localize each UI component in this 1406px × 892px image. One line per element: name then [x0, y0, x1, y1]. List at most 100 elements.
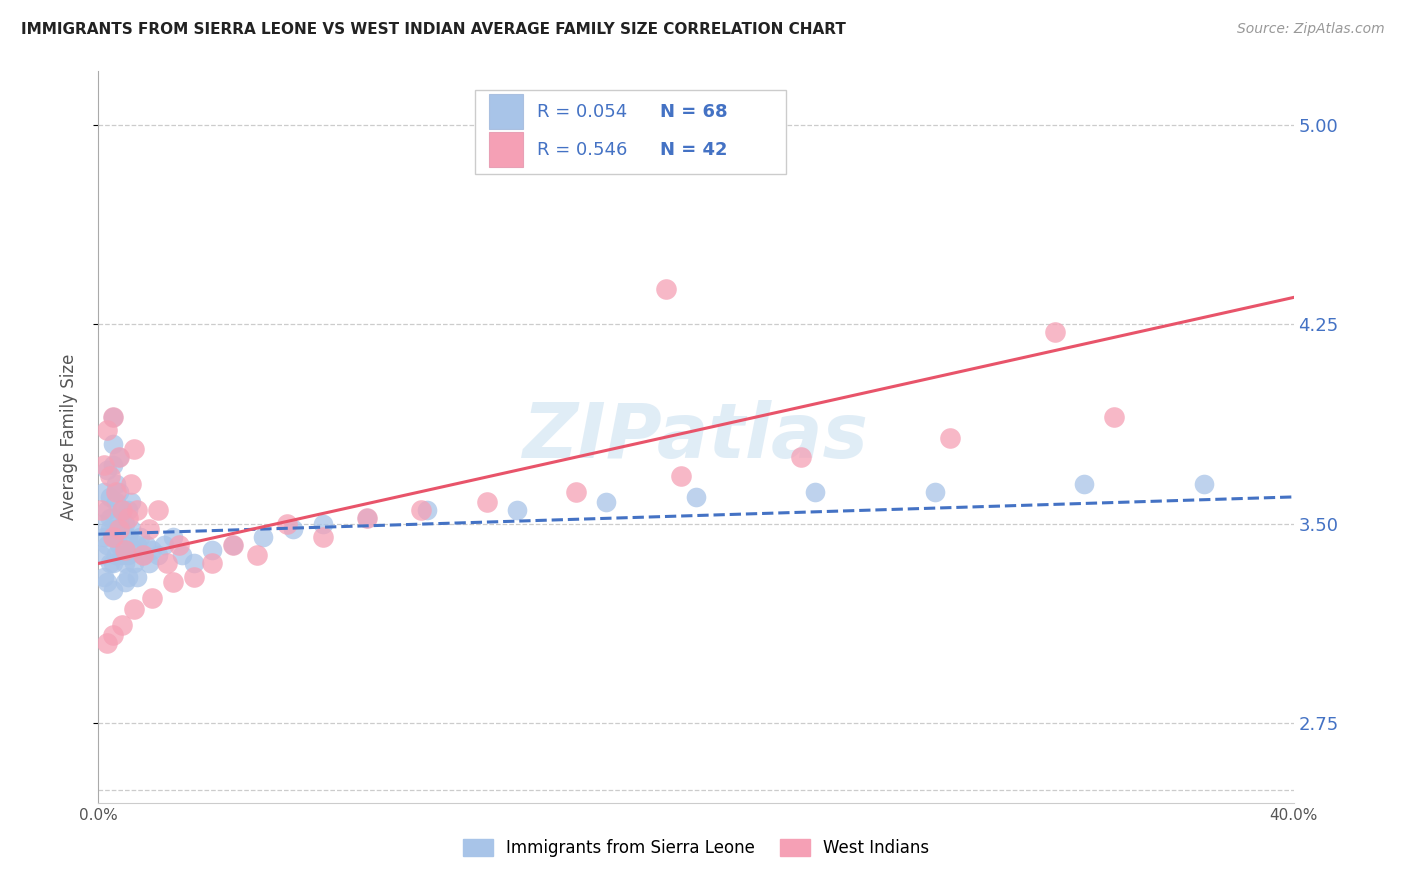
Point: [103, 458, 125, 472]
Point: [105, 484, 128, 499]
Point: [117, 511, 139, 525]
Point: [132, 549, 155, 563]
Point: [120, 522, 142, 536]
Point: [96, 424, 118, 438]
Point: [117, 503, 139, 517]
Point: [98, 511, 122, 525]
Point: [281, 522, 304, 536]
Point: [669, 468, 692, 483]
Point: [111, 549, 134, 563]
Point: [108, 484, 131, 499]
Text: R = 0.546: R = 0.546: [537, 141, 627, 159]
Point: [183, 557, 205, 571]
Point: [98, 490, 122, 504]
Point: [148, 503, 170, 517]
Point: [201, 557, 224, 571]
Point: [162, 575, 184, 590]
Point: [93, 570, 115, 584]
Point: [1104, 410, 1126, 425]
Point: [356, 511, 378, 525]
Point: [96, 636, 118, 650]
Point: [111, 503, 134, 517]
Point: [103, 582, 125, 597]
Point: [103, 410, 125, 425]
Point: [172, 549, 194, 563]
Point: [93, 484, 115, 499]
Point: [685, 490, 707, 504]
Point: [96, 503, 118, 517]
Point: [90, 503, 112, 517]
Point: [127, 538, 149, 552]
Point: [124, 601, 146, 615]
Point: [117, 549, 139, 563]
Point: [411, 503, 433, 517]
Point: [108, 511, 131, 525]
Point: [183, 570, 205, 584]
Point: [103, 530, 125, 544]
Point: [1043, 325, 1066, 339]
Point: [103, 530, 125, 544]
Point: [98, 468, 122, 483]
Point: [153, 538, 176, 552]
Point: [114, 557, 136, 571]
Point: [138, 557, 160, 571]
Point: [162, 530, 184, 544]
Point: [1192, 476, 1215, 491]
Point: [90, 549, 112, 563]
Point: [111, 522, 134, 536]
Point: [98, 557, 122, 571]
Text: ZIPatlas: ZIPatlas: [523, 401, 869, 474]
Text: N = 42: N = 42: [661, 141, 728, 159]
Point: [276, 516, 298, 531]
Point: [114, 543, 136, 558]
Point: [117, 570, 139, 584]
Point: [114, 538, 136, 552]
Point: [924, 484, 946, 499]
Point: [96, 575, 118, 590]
Point: [222, 538, 245, 552]
Bar: [489, 132, 523, 167]
Point: [103, 436, 125, 450]
Point: [655, 283, 678, 297]
Point: [804, 484, 827, 499]
FancyBboxPatch shape: [475, 90, 786, 174]
Point: [90, 516, 112, 531]
Point: [105, 495, 128, 509]
Point: [127, 570, 149, 584]
Point: [111, 617, 134, 632]
Point: [416, 503, 439, 517]
Point: [356, 511, 378, 525]
Text: IMMIGRANTS FROM SIERRA LEONE VS WEST INDIAN AVERAGE FAMILY SIZE CORRELATION CHAR: IMMIGRANTS FROM SIERRA LEONE VS WEST IND…: [21, 22, 846, 37]
Point: [222, 538, 245, 552]
Y-axis label: Average Family Size: Average Family Size: [59, 354, 77, 520]
Point: [124, 557, 146, 571]
Point: [93, 458, 115, 472]
Point: [595, 495, 617, 509]
Point: [105, 476, 128, 491]
Point: [93, 530, 115, 544]
Point: [167, 538, 190, 552]
Text: Source: ZipAtlas.com: Source: ZipAtlas.com: [1237, 22, 1385, 37]
Point: [939, 431, 962, 445]
Point: [108, 538, 131, 552]
Point: [127, 503, 149, 517]
Point: [124, 543, 146, 558]
Point: [124, 442, 146, 456]
Point: [311, 516, 333, 531]
Point: [96, 463, 118, 477]
Point: [105, 549, 128, 563]
Point: [1073, 476, 1095, 491]
Text: N = 68: N = 68: [661, 103, 728, 120]
Point: [201, 543, 224, 558]
Point: [135, 538, 157, 552]
Point: [475, 495, 498, 509]
Point: [117, 530, 139, 544]
Text: R = 0.054: R = 0.054: [537, 103, 627, 120]
Point: [103, 410, 125, 425]
Point: [114, 575, 136, 590]
Legend: Immigrants from Sierra Leone, West Indians: Immigrants from Sierra Leone, West India…: [456, 832, 936, 864]
Point: [105, 522, 128, 536]
Point: [98, 522, 122, 536]
Point: [138, 522, 160, 536]
Point: [108, 522, 131, 536]
